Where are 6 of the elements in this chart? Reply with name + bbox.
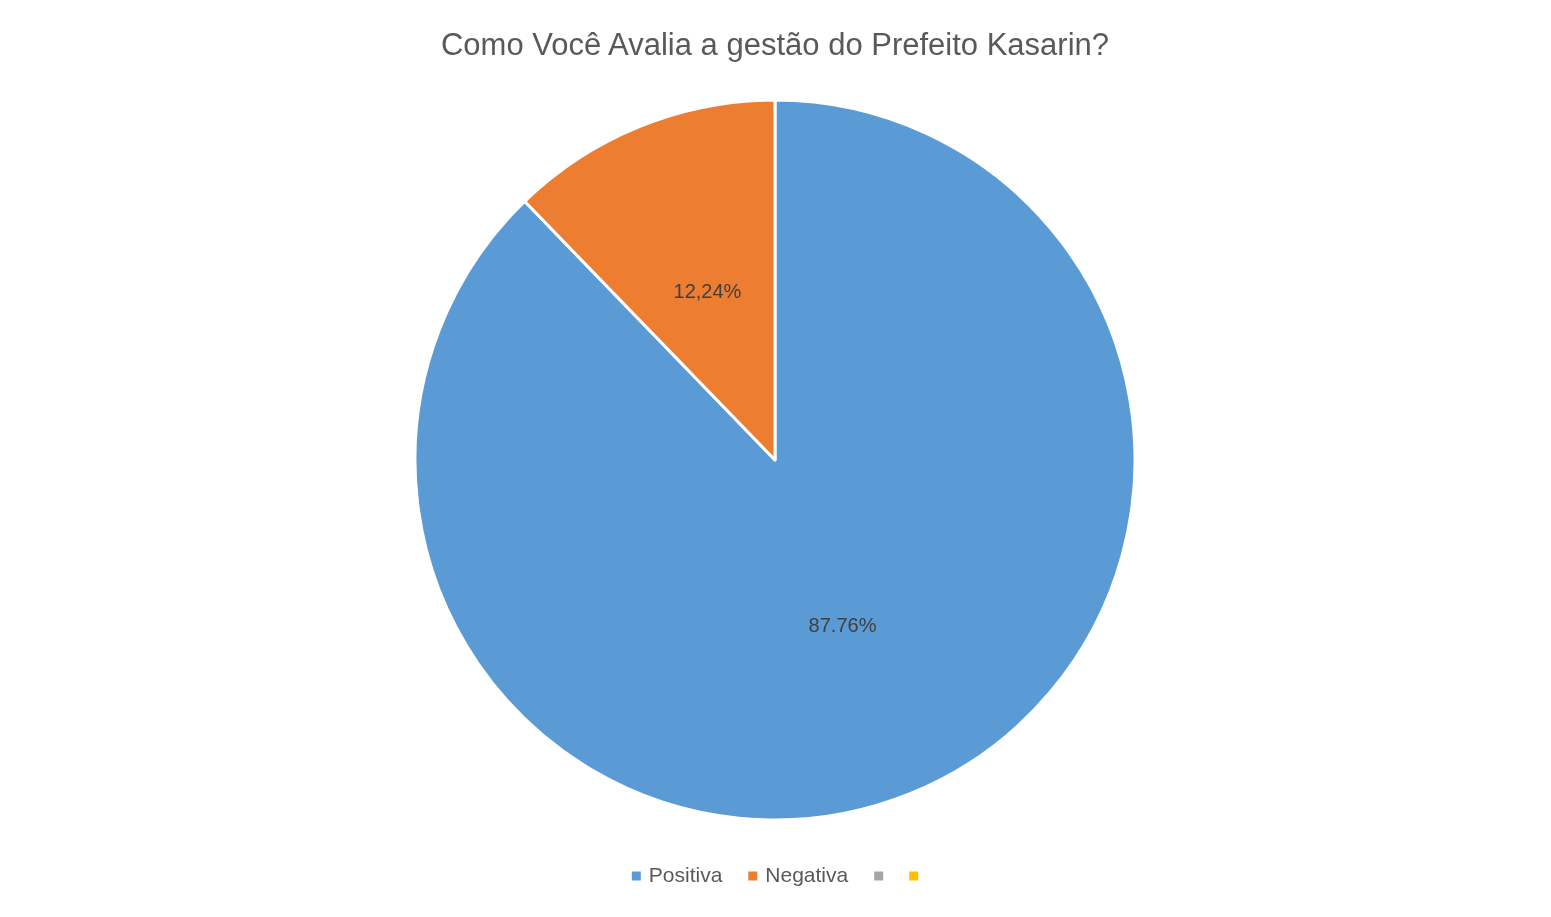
data-label: 87.76% bbox=[808, 614, 877, 637]
chart-title: Como Você Avalia a gestão do Prefeito Kasarin? bbox=[440, 27, 1110, 62]
data-label: 12,24% bbox=[673, 280, 742, 303]
pie-slice bbox=[413, 98, 1137, 821]
legend-label: Negativa bbox=[765, 862, 849, 886]
legend-label: Positiva bbox=[648, 862, 723, 886]
